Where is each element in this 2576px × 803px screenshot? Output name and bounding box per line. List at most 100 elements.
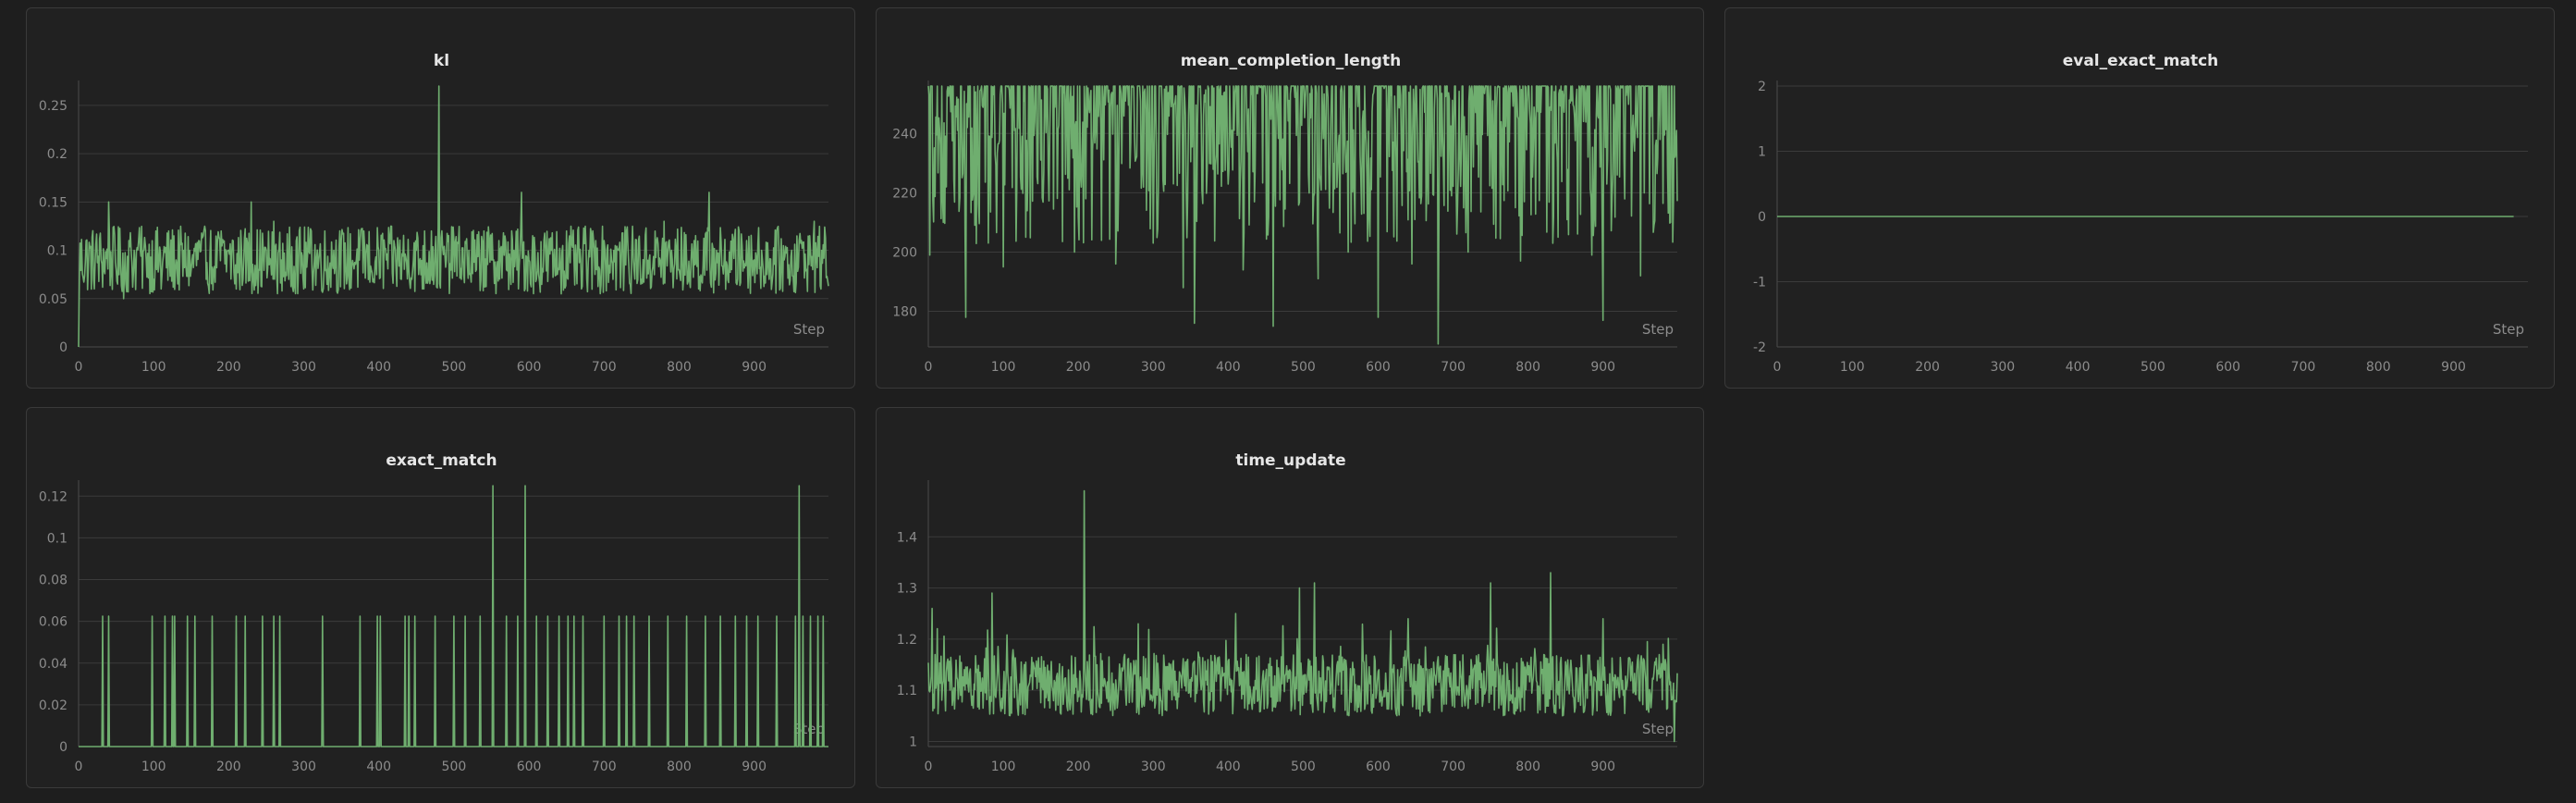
y-tick-label: 0: [1758, 210, 1766, 225]
y-tick-label: 0.2: [47, 147, 67, 162]
x-tick-label: 0: [75, 760, 83, 774]
chart-time-update: time_update 1 1.1 1.2 1.3 1.4 0 100 200 300 400 500…: [897, 451, 1678, 774]
x-tick-label: 400: [366, 360, 391, 375]
x-tick-label: 600: [1366, 360, 1391, 375]
x-tick-label: 200: [1066, 760, 1091, 774]
x-tick-label: 300: [1141, 360, 1166, 375]
x-tick-label: 600: [2215, 360, 2240, 375]
y-tick-label: 0.1: [47, 531, 67, 546]
x-tick-label: 0: [1773, 360, 1782, 375]
x-tick-label: 700: [1441, 760, 1466, 774]
x-tick-label: 100: [991, 360, 1016, 375]
chart-panel-kl[interactable]: kl 0 0.05 0.1 0.15 0.2 0.25 0 100 200 300 400 500 600…: [26, 7, 855, 389]
y-tick-label: 200: [892, 245, 917, 260]
x-tick-label: 700: [592, 360, 617, 375]
y-tick-label: 0.05: [39, 292, 67, 307]
x-tick-label: 600: [1366, 760, 1391, 774]
y-tick-label: 0.02: [39, 698, 67, 713]
x-tick-label: 500: [1291, 760, 1316, 774]
x-tick-label: 200: [216, 360, 241, 375]
x-tick-label: 200: [1066, 360, 1091, 375]
x-tick-label: 300: [1141, 760, 1166, 774]
x-axis-label: Step: [1642, 721, 1674, 737]
x-tick-label: 900: [2441, 360, 2466, 375]
x-tick-label: 200: [1915, 360, 1940, 375]
y-tick-label: 1.4: [897, 530, 917, 545]
x-tick-label: 0: [925, 760, 933, 774]
y-tick-label: 0.04: [39, 657, 67, 672]
x-tick-label: 600: [517, 760, 542, 774]
series-line: [79, 485, 828, 747]
x-tick-label: 800: [1515, 760, 1540, 774]
chart-mean-completion-length: mean_completion_length 180 200 220 240 0 100 20…: [892, 52, 1678, 375]
x-tick-label: 500: [442, 760, 467, 774]
x-tick-label: 400: [366, 760, 391, 774]
x-tick-label: 900: [742, 760, 767, 774]
x-tick-label: 0: [925, 360, 933, 375]
y-tick-label: 1: [1758, 145, 1766, 160]
y-tick-label: 0.25: [39, 99, 67, 114]
y-tick-label: 0: [59, 740, 67, 755]
x-tick-label: 600: [517, 360, 542, 375]
chart-title: kl: [434, 52, 449, 70]
x-tick-label: 700: [1441, 360, 1466, 375]
y-tick-label: 240: [892, 127, 917, 142]
x-tick-label: 500: [1291, 360, 1316, 375]
y-tick-label: -1: [1753, 276, 1766, 290]
y-tick-label: 0.12: [39, 489, 67, 504]
chart-panel-mean-completion-length[interactable]: mean_completion_length 180 200 220 240 0 100 20…: [876, 7, 1704, 389]
x-tick-label: 100: [141, 360, 166, 375]
y-tick-label: 0: [59, 340, 67, 355]
chart-title: time_update: [1235, 451, 1345, 470]
x-tick-label: 100: [1840, 360, 1865, 375]
x-tick-label: 200: [216, 760, 241, 774]
y-tick-label: 0.15: [39, 195, 67, 210]
x-axis-label: Step: [1642, 321, 1674, 338]
x-tick-label: 400: [1216, 360, 1241, 375]
series-line: [927, 489, 1678, 743]
y-tick-label: 1.1: [897, 684, 917, 698]
y-tick-label: -2: [1753, 340, 1766, 355]
x-tick-label: 700: [592, 760, 617, 774]
y-tick-label: 1.2: [897, 633, 917, 648]
x-axis-label: Step: [793, 321, 825, 338]
x-tick-label: 800: [667, 760, 692, 774]
x-tick-label: 300: [1990, 360, 2015, 375]
chart-title: mean_completion_length: [1181, 52, 1401, 70]
x-tick-label: 500: [2141, 360, 2165, 375]
x-tick-label: 800: [667, 360, 692, 375]
y-tick-label: 180: [892, 305, 917, 320]
x-axis-label: Step: [2493, 321, 2524, 338]
x-tick-label: 300: [291, 760, 316, 774]
chart-eval-exact-match: eval_exact_match -2 -1 0 1 2 0 100 200 300 400 500 6…: [1753, 52, 2528, 375]
chart-kl: kl 0 0.05 0.1 0.15 0.2 0.25 0 100 200 300 400 500 600…: [39, 52, 829, 375]
y-tick-label: 1.3: [897, 582, 917, 597]
y-tick-label: 220: [892, 186, 917, 201]
x-tick-label: 300: [291, 360, 316, 375]
y-tick-label: 2: [1758, 80, 1766, 94]
x-tick-label: 700: [2291, 360, 2316, 375]
x-tick-label: 400: [2066, 360, 2091, 375]
x-tick-label: 900: [1590, 760, 1615, 774]
y-tick-label: 0.08: [39, 574, 67, 588]
y-tick-label: 1: [909, 735, 917, 749]
chart-panel-exact-match[interactable]: exact_match 0 0.02 0.04 0.06 0.08 0.1 0.12 0 100 2…: [26, 407, 855, 788]
chart-title: exact_match: [386, 451, 497, 470]
x-tick-label: 900: [1590, 360, 1615, 375]
y-tick-label: 0.1: [47, 244, 67, 259]
series-line: [927, 85, 1678, 345]
x-tick-label: 900: [742, 360, 767, 375]
x-tick-label: 100: [991, 760, 1016, 774]
chart-panel-eval-exact-match[interactable]: eval_exact_match -2 -1 0 1 2 0 100 200 300 400 500 6…: [1724, 7, 2555, 389]
series-line: [78, 85, 829, 348]
chart-title: eval_exact_match: [2063, 52, 2219, 70]
chart-exact-match: exact_match 0 0.02 0.04 0.06 0.08 0.1 0.12 0 100 2…: [39, 451, 828, 774]
x-tick-label: 800: [2366, 360, 2391, 375]
x-tick-label: 500: [442, 360, 467, 375]
x-tick-label: 800: [1515, 360, 1540, 375]
x-tick-label: 100: [141, 760, 166, 774]
y-tick-label: 0.06: [39, 615, 67, 630]
chart-panel-time-update[interactable]: time_update 1 1.1 1.2 1.3 1.4 0 100 200 300 400 500…: [876, 407, 1704, 788]
x-tick-label: 400: [1216, 760, 1241, 774]
x-tick-label: 0: [75, 360, 83, 375]
